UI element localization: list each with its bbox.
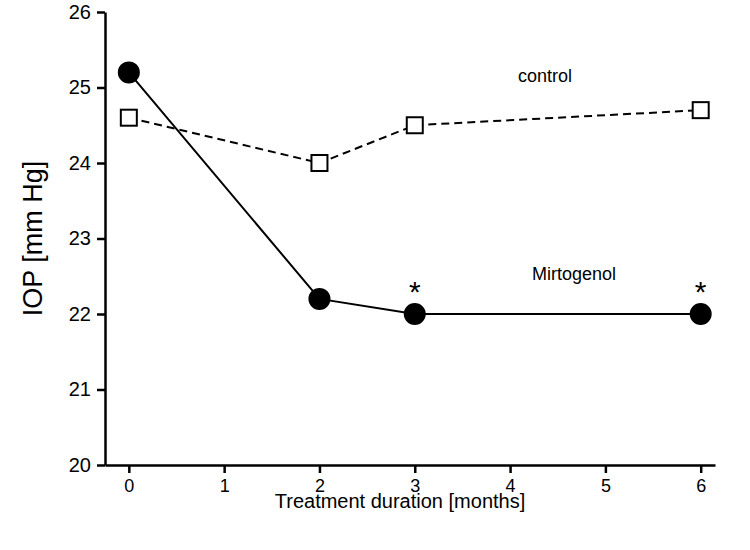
series-label: control — [518, 66, 572, 86]
y-tick-label: 21 — [69, 378, 91, 400]
x-tick: 6 — [696, 465, 706, 496]
y-tick: 25 — [69, 76, 105, 98]
x-tick-mark — [319, 465, 322, 473]
annotation: * — [409, 275, 421, 308]
marker — [309, 289, 329, 309]
marker — [311, 155, 327, 171]
y-tick-label: 20 — [69, 454, 91, 476]
y-tick-mark — [97, 389, 105, 392]
x-tick-mark — [509, 465, 512, 473]
marker — [693, 102, 709, 118]
series-line — [129, 110, 701, 163]
y-tick-mark — [97, 313, 105, 316]
y-tick: 26 — [69, 1, 105, 23]
y-tick-label: 25 — [69, 76, 91, 98]
x-tick: 1 — [220, 465, 230, 496]
x-tick-label: 0 — [124, 476, 134, 496]
y-tick: 23 — [69, 227, 105, 249]
y-tick-mark — [97, 238, 105, 241]
annotation: * — [695, 275, 707, 308]
y-tick-mark — [97, 87, 105, 90]
chart: 012345620212223242526Treatment duration … — [0, 0, 750, 550]
y-tick: 20 — [69, 454, 105, 476]
x-tick-label: 5 — [601, 476, 611, 496]
x-tick-mark — [128, 465, 131, 473]
x-tick-mark — [700, 465, 703, 473]
y-tick-label: 24 — [69, 152, 91, 174]
x-tick-mark — [605, 465, 608, 473]
y-tick: 24 — [69, 152, 105, 174]
series-line — [129, 72, 701, 314]
x-tick-mark — [223, 465, 226, 473]
plot-area — [119, 62, 711, 324]
x-tick-label: 1 — [220, 476, 230, 496]
x-axis-title: Treatment duration [months] — [275, 490, 526, 512]
y-tick-mark — [97, 162, 105, 165]
y-tick: 21 — [69, 378, 105, 400]
x-tick-label: 6 — [696, 476, 706, 496]
y-tick-mark — [97, 11, 105, 14]
x-axis-line — [106, 464, 716, 467]
marker — [121, 110, 137, 126]
y-axis-title: IOP [mm Hg] — [18, 161, 48, 317]
y-tick-label: 23 — [69, 227, 91, 249]
y-axis: 20 21 22 23 24 25 26 — [69, 1, 106, 476]
x-tick: 0 — [124, 465, 134, 496]
y-tick-label: 22 — [69, 303, 91, 325]
y-tick: 22 — [69, 303, 105, 325]
x-tick-mark — [414, 465, 417, 473]
series-label: Mirtogenol — [532, 264, 616, 284]
marker — [119, 62, 139, 82]
y-tick-label: 26 — [69, 1, 91, 23]
marker — [407, 117, 423, 133]
y-tick-mark — [97, 464, 105, 467]
x-tick: 5 — [601, 465, 611, 496]
